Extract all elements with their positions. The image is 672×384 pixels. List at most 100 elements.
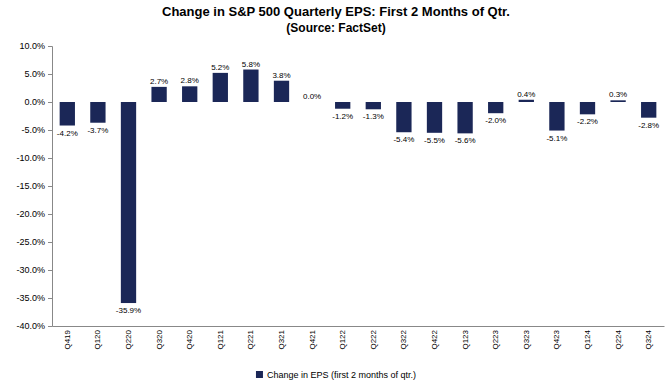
y-tick-label: -5.0% [21, 125, 45, 135]
bar [60, 102, 75, 126]
x-tick: Q423 [552, 326, 561, 350]
x-tick: Q323 [522, 326, 531, 350]
legend-label: Change in EPS (first 2 months of qtr.) [267, 370, 416, 380]
data-label: 2.8% [181, 76, 199, 85]
y-tick-label: -35.0% [16, 293, 45, 303]
bar [549, 102, 564, 131]
data-label: 0.3% [609, 90, 627, 99]
x-tick-label: Q420 [185, 329, 194, 349]
x-tick-label: Q221 [246, 329, 255, 349]
data-label: -5.6% [455, 136, 476, 145]
x-tick-label: Q323 [522, 329, 531, 349]
y-tick-mark [48, 158, 52, 159]
x-tick: Q220 [124, 326, 133, 350]
x-tick-label: Q222 [369, 329, 378, 349]
y-tick: -35.0% [16, 293, 52, 303]
y-tick: -30.0% [16, 265, 52, 275]
x-tick-label: Q321 [277, 329, 286, 349]
data-labels: -4.2%-3.7%-35.9%2.7%2.8%5.2%5.8%3.8%0.0%… [57, 60, 659, 316]
x-tick: Q324 [644, 326, 653, 350]
bar [90, 102, 105, 123]
data-label: -5.1% [546, 134, 567, 143]
y-tick-label: -20.0% [16, 209, 45, 219]
title: Change in S&P 500 Quarterly EPS: First 2… [162, 4, 510, 19]
bar [213, 73, 228, 102]
y-tick: -15.0% [16, 181, 52, 191]
x-tick: Q222 [369, 326, 378, 350]
x-tick: Q221 [246, 326, 255, 350]
data-label: 5.2% [211, 63, 229, 72]
bar [121, 102, 136, 303]
bar [366, 102, 381, 109]
y-tick-mark [48, 242, 52, 243]
data-label: -1.3% [363, 112, 384, 121]
bar [610, 100, 625, 102]
x-tick: Q223 [491, 326, 500, 350]
y-tick-label: 0.0% [24, 97, 45, 107]
data-label: 0.4% [517, 90, 535, 99]
plot: -40.0% -35.0% -30.0% -25.0% -20.0% -15.0% -10.… [16, 41, 664, 349]
legend: Change in EPS (first 2 months of qtr.) [256, 370, 416, 380]
x-tick-label: Q123 [461, 329, 470, 349]
bar [641, 102, 656, 118]
x-tick-label: Q124 [583, 329, 592, 349]
y-tick-label: -15.0% [16, 181, 45, 191]
x-tick: Q122 [338, 326, 347, 350]
y-tick-label: 5.0% [24, 69, 45, 79]
x-tick: Q422 [430, 326, 439, 350]
bar [427, 102, 442, 133]
x-tick-label: Q324 [644, 329, 653, 349]
x-tick-label: Q220 [124, 329, 133, 349]
x-tick-label: Q224 [614, 329, 623, 349]
bars [60, 70, 657, 304]
x-tick-label: Q322 [399, 329, 408, 349]
data-label: 0.0% [303, 92, 321, 101]
y-tick: -20.0% [16, 209, 52, 219]
x-tick-label: Q320 [155, 329, 164, 349]
y-tick-mark [48, 46, 52, 47]
y-tick-mark [48, 130, 52, 131]
y-tick-mark [48, 270, 52, 271]
x-tick: Q421 [308, 326, 317, 350]
x-tick: Q123 [461, 326, 470, 350]
bar [274, 81, 289, 102]
data-label: -2.0% [485, 116, 506, 125]
data-label: -4.2% [57, 129, 78, 138]
x-tick: Q420 [185, 326, 194, 350]
chart: Change in S&P 500 Quarterly EPS: First 2… [0, 0, 672, 384]
data-label: -5.5% [424, 136, 445, 145]
data-label: -2.8% [638, 121, 659, 130]
x-tick-label: Q122 [338, 329, 347, 349]
bar [335, 102, 350, 109]
x-tick: Q124 [583, 326, 592, 350]
x-tick: Q120 [93, 326, 102, 350]
y-tick-label: -30.0% [16, 265, 45, 275]
y-tick-label: 10.0% [19, 41, 45, 51]
data-label: -5.4% [393, 135, 414, 144]
data-label: -2.2% [577, 117, 598, 126]
legend-item: Change in EPS (first 2 months of qtr.) [256, 370, 416, 380]
x-axis-line [53, 326, 665, 327]
x-tick-label: Q422 [430, 329, 439, 349]
data-label: -3.7% [87, 126, 108, 135]
y-tick-label: -10.0% [16, 153, 45, 163]
x-axis: Q419 Q120 Q220 Q320 Q420 Q121 Q221 Q321 Q421 Q122… [53, 326, 665, 350]
y-tick: -25.0% [16, 237, 52, 247]
bar [457, 102, 472, 133]
x-tick: Q321 [277, 326, 286, 350]
y-tick-mark [48, 326, 52, 327]
y-axis: -40.0% -35.0% -30.0% -25.0% -20.0% -15.0% -10.… [16, 41, 52, 331]
x-tick-label: Q423 [552, 329, 561, 349]
x-tick-label: Q223 [491, 329, 500, 349]
x-tick: Q121 [216, 326, 225, 350]
x-tick-label: Q121 [216, 329, 225, 349]
y-tick-mark [48, 186, 52, 187]
bar [519, 100, 534, 102]
y-tick-label: -25.0% [16, 237, 45, 247]
data-label: -35.9% [116, 306, 141, 315]
y-tick-label: -40.0% [16, 321, 45, 331]
x-tick: Q419 [63, 326, 72, 350]
data-label: -1.2% [332, 112, 353, 121]
bar [580, 102, 595, 114]
y-tick: -5.0% [21, 125, 52, 135]
